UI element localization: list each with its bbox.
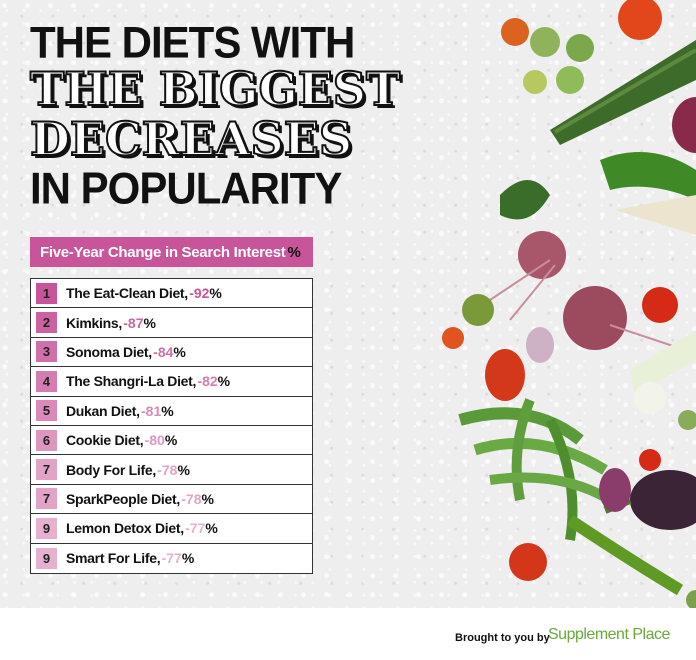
diet-name: Dukan Diet [66,402,137,419]
subtitle-text: Five-Year Change in Search Interest [40,243,286,261]
percent-unit: % [164,432,178,449]
separator: , [156,550,161,567]
separator: , [139,432,144,449]
percent-unit: % [181,550,195,567]
rank-badge: 2 [36,312,57,334]
title-line-2: THE BIGGEST [29,62,401,116]
subtitle-unit: % [287,243,301,261]
percent-unit: % [177,461,190,478]
title-line-1: THE DIETS WITH [30,17,355,68]
diet-name: Kimkins [66,314,119,331]
table-row: 3 Sonoma Diet, -84% [31,338,312,368]
separator: , [148,343,153,360]
change-value: -77 [161,550,182,567]
separator: , [184,285,189,302]
change-value: -78 [181,490,202,507]
diet-name: Body For Life [66,461,153,478]
brand-logo: Supplement Place [548,626,670,643]
change-value: -78 [157,461,178,478]
separator: , [180,520,185,537]
separator: , [118,314,123,331]
change-value: -84 [153,343,174,360]
change-value: -81 [141,402,162,419]
rank-badge: 9 [36,517,57,539]
brought-by-text: Brought to you by [455,632,550,644]
change-value: -87 [123,314,144,331]
diet-name: SparkPeople Diet [66,490,177,507]
ranking-table: 1 The Eat-Clean Diet, -92% 2 Kimkins, -87% 3 So… [30,278,313,574]
change-value: -80 [144,432,165,449]
diet-name: Cookie Diet [66,432,140,449]
diet-name: Sonoma Diet [66,343,149,360]
separator: , [136,402,141,419]
table-row: 1 The Eat-Clean Diet, -92% [31,279,312,309]
table-row: 5 Dukan Diet, -81% [31,397,312,426]
tomato-icon [618,0,662,40]
change-value: -77 [185,520,206,537]
table-row: 9 Smart For Life, -77% [31,544,312,573]
table-row: 6 Cookie Diet, -80% [31,426,312,456]
rank-badge: 5 [36,400,57,422]
percent-unit: % [209,285,222,302]
footer [0,608,696,660]
title-line-3: DECREASES [29,112,353,166]
rank-badge: 4 [36,370,57,392]
separator: , [152,461,157,478]
diet-name: The Eat-Clean Diet [66,285,185,302]
table-subtitle: Five-Year Change in Search Interest % [30,237,313,267]
rank-badge: 3 [36,341,57,363]
title-line-4: IN POPULARITY [30,163,342,214]
separator: , [176,490,181,507]
diet-name: Lemon Detox Diet [66,520,181,537]
percent-unit: % [217,373,231,390]
zucchini-icon [550,40,696,145]
percent-unit: % [161,402,174,419]
change-value: -82 [197,373,218,390]
diet-name: The Shangri-La Diet [66,373,193,390]
rank-badge: 7 [36,488,57,510]
separator: , [192,373,197,390]
percent-unit: % [143,314,156,331]
rank-badge: 1 [36,282,57,304]
table-row: 4 The Shangri-La Diet, -82% [31,367,312,397]
table-row: 7 Body For Life, -78% [31,455,312,485]
percent-unit: % [201,490,214,507]
table-row: 2 Kimkins, -87% [31,308,312,338]
table-row: 7 SparkPeople Diet, -78% [31,485,312,515]
vegetables-illustration [442,0,696,608]
rank-badge: 6 [36,429,57,451]
rank-badge: 7 [36,459,57,481]
percent-unit: % [205,520,218,537]
page-title: THE DIETS WITH THE BIGGEST DECREASES IN … [29,17,401,214]
percent-unit: % [173,343,186,360]
rank-badge: 9 [36,547,57,569]
table-row: 9 Lemon Detox Diet, -77% [31,514,312,544]
diet-name: Smart For Life [66,550,157,567]
change-value: -92 [189,285,210,302]
